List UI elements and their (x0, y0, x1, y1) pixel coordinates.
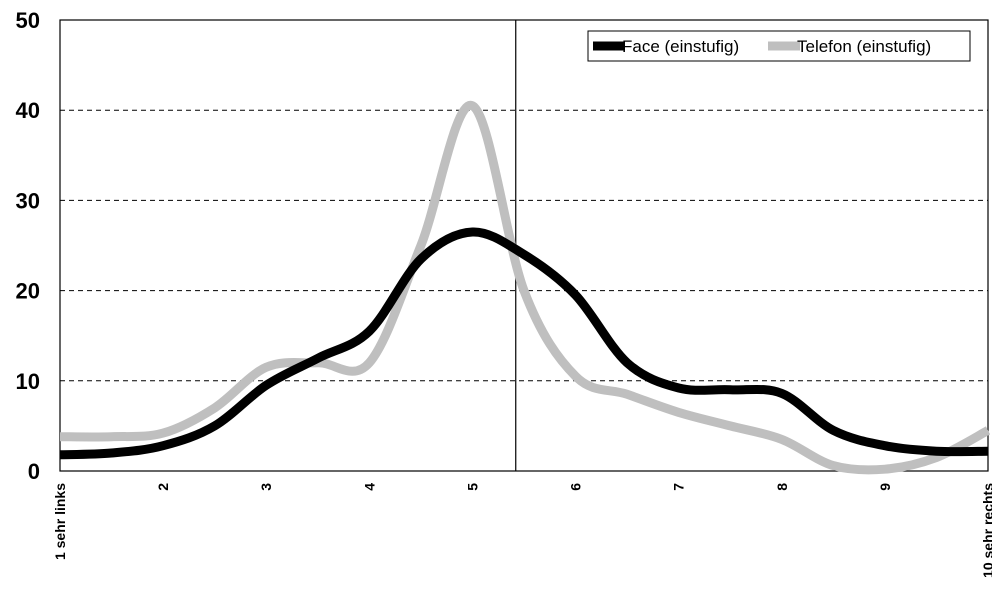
plot-area-border (59, 19, 989, 472)
y-tick-label-40: 40 (16, 98, 40, 123)
series-line-face (59, 227, 989, 460)
legend-label-face: Face (einstufig) (622, 37, 739, 56)
x-tick-label-7: 7 (671, 483, 687, 491)
legend: Face (einstufig) Telefon (einstufig) (587, 30, 971, 62)
x-tick-label-2: 2 (155, 483, 171, 491)
x-tick-label-5: 5 (464, 483, 480, 491)
x-tick-label-6: 6 (568, 483, 584, 491)
x-tick-label-10: 10 sehr rechts (980, 483, 992, 578)
y-tick-label-0: 0 (28, 459, 40, 484)
y-tick-label-10: 10 (16, 369, 40, 394)
legend-label-telefon: Telefon (einstufig) (797, 37, 931, 56)
x-tick-label-3: 3 (258, 483, 274, 491)
y-tick-label-30: 30 (16, 188, 40, 213)
y-tick-labels: 0 10 20 30 40 50 (16, 8, 40, 484)
x-tick-label-9: 9 (877, 483, 893, 491)
x-tick-label-8: 8 (774, 483, 790, 491)
axes (59, 19, 989, 472)
gridlines (60, 109, 988, 382)
y-tick-label-50: 50 (16, 8, 40, 33)
x-tick-labels: 1 sehr links 2 3 4 5 6 7 8 9 10 sehr rechts (52, 483, 992, 578)
y-tick-label-20: 20 (16, 279, 40, 304)
x-tick-label-1: 1 sehr links (52, 483, 68, 560)
x-tick-label-4: 4 (361, 483, 377, 491)
series-line-telefon (59, 101, 991, 475)
series-lines (59, 101, 991, 475)
